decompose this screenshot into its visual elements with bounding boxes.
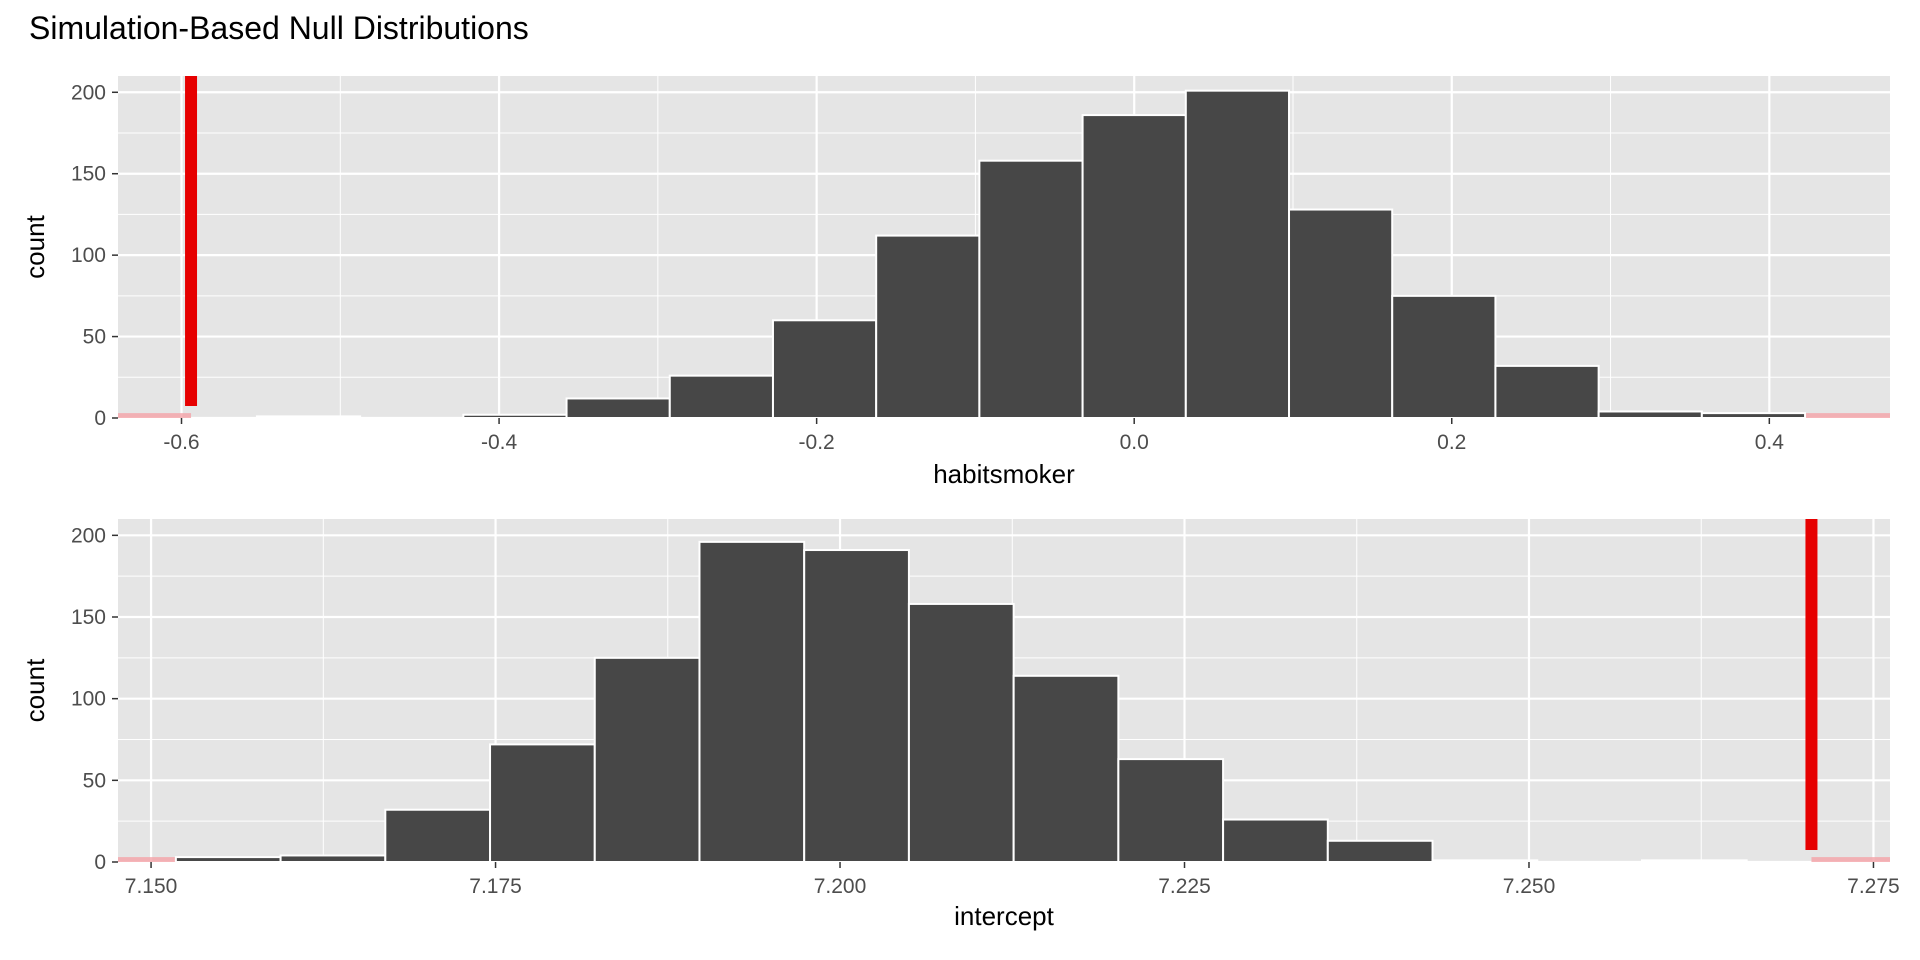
histogram-bar [1117,758,1225,863]
x-tick-label: 7.275 [1847,875,1900,898]
x-tick-label: -0.4 [481,431,518,454]
histogram-bar [907,602,1015,864]
histogram-bar [279,854,387,864]
panel-intercept: 7.150 7.175 7.200 7.225 7.250 7.275 0 50 100 150 2… [20,519,1900,931]
x-tick-label: -0.6 [163,431,199,454]
y-tick-label: 150 [71,606,106,629]
histogram-bar [1640,859,1748,863]
histogram-bar [1184,89,1291,420]
histogram-bar [1222,818,1329,863]
y-tick-label: 150 [71,163,106,186]
histogram-bar [668,374,774,419]
histogram-bar [1012,674,1120,863]
histogram-bar [593,656,701,863]
y-axis-title: count [20,214,50,278]
x-tick-label: 7.225 [1158,875,1211,898]
x-tick-label: 0.0 [1120,431,1149,454]
histogram-bar [1288,208,1394,419]
y-tick-label: 100 [71,244,106,267]
shaded-region [1811,857,1890,862]
x-axis-title: habitsmoker [933,459,1075,489]
y-tick-label: 200 [71,81,106,104]
y-tick-label: 200 [71,524,106,547]
x-tick-label: 7.175 [469,875,522,898]
x-axis-title: intercept [954,901,1054,931]
x-tick-label: 7.200 [814,875,867,898]
histogram-bar [1391,294,1497,420]
histogram-bar [1081,114,1187,419]
histogram-bar [174,856,282,863]
histogram-bar [803,549,910,863]
panel-habitsmoker: -0.6 -0.4 -0.2 0.0 0.2 0.4 0 50 100 150 200 habitsm… [20,76,1890,489]
y-tick-label: 0 [94,407,106,430]
histogram-bar [462,413,568,420]
y-axis-title: count [20,658,50,722]
histogram-bar [1700,412,1807,420]
histogram-bar [771,319,878,419]
y-tick-label: 50 [83,326,106,349]
histogram-bar [1431,859,1539,863]
histogram-bar [1597,410,1703,420]
x-tick-label: 7.250 [1503,875,1556,898]
histogram-bar [489,743,596,864]
shaded-region [118,857,187,862]
chart-title: Simulation-Based Null Distributions [29,10,529,46]
histogram-bar [255,415,362,420]
histogram-bar [698,540,806,863]
y-tick-label: 50 [83,769,106,792]
histogram-bar [384,808,492,864]
histogram-bar [1326,839,1434,863]
x-tick-label: 0.4 [1755,431,1785,454]
x-tick-label: 7.150 [125,875,178,898]
y-tick-label: 0 [94,851,106,874]
histogram-bar [978,159,1084,420]
histogram-bar [565,397,671,420]
x-tick-label: -0.2 [799,431,835,454]
histogram-bar [1494,364,1600,419]
shaded-region [1794,413,1890,418]
y-tick-label: 100 [71,688,106,711]
shaded-region [118,413,192,418]
histogram-bar [875,234,981,419]
x-tick-label: 0.2 [1437,431,1466,454]
